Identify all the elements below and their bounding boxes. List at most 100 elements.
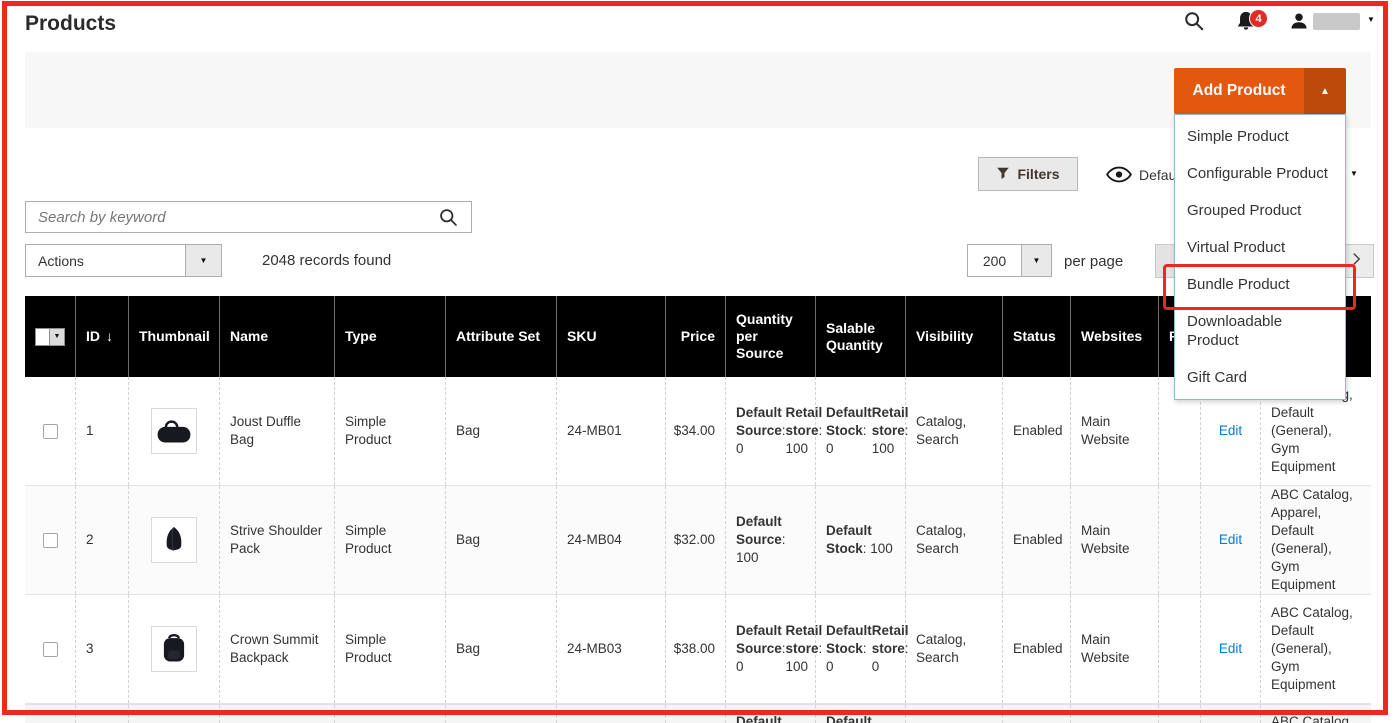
cell-visibility: Catalog, Search xyxy=(906,595,1003,703)
menu-item-bundle-product[interactable]: Bundle Product xyxy=(1175,266,1345,303)
column-header-name[interactable]: Name xyxy=(220,296,335,377)
row-checkbox[interactable] xyxy=(43,642,58,657)
column-header-websites[interactable]: Websites xyxy=(1071,296,1159,377)
column-label: Salable Quantity xyxy=(826,320,895,354)
view-eye-icon[interactable] xyxy=(1106,166,1132,188)
column-header-id[interactable]: ID ↓ xyxy=(76,296,129,377)
select-all-caret-icon[interactable]: ▼ xyxy=(49,329,64,345)
cell-quantity-per-source: Default Source: 100 xyxy=(726,486,816,594)
cell xyxy=(25,705,76,723)
edit-link[interactable]: Edit xyxy=(1219,422,1242,440)
view-switcher-label[interactable]: Defau xyxy=(1139,167,1176,183)
cell xyxy=(129,377,220,485)
column-header-attribute-set[interactable]: Attribute Set xyxy=(446,296,557,377)
cell-price: $32.00 xyxy=(666,486,726,594)
cell-salable-quantity: Default Stock: 100 xyxy=(816,486,906,594)
actions-caret-icon[interactable]: ▼ xyxy=(185,245,221,276)
cell-type: Simple Product xyxy=(335,595,446,703)
grid-header-row: ▼ ID ↓ Thumbnail Name Type Attribute Set SKU Pri… xyxy=(25,296,1371,377)
table-row-3: 3 Crown Summit BackpackSimple ProductBag2… xyxy=(25,595,1371,704)
column-label: Thumbnail xyxy=(139,328,210,345)
menu-item-grouped-product[interactable]: Grouped Product xyxy=(1175,192,1345,229)
cell-websites: Main Website xyxy=(1071,377,1159,485)
column-label: Type xyxy=(345,328,377,345)
cell-categories: ABC Catalog, xyxy=(1261,705,1371,723)
cell-visibility: Catalog, Search xyxy=(906,486,1003,594)
column-label: Quantity per Source xyxy=(736,311,805,362)
user-account-icon[interactable] xyxy=(1289,11,1309,36)
row-checkbox[interactable] xyxy=(43,533,58,548)
per-page-caret-icon[interactable]: ▼ xyxy=(1021,245,1051,276)
filters-button[interactable]: Filters xyxy=(978,157,1078,191)
cell-sku xyxy=(557,705,666,723)
cell-type: Simple Product xyxy=(335,486,446,594)
cell-name xyxy=(220,705,335,723)
cell-attribute-set: Bag xyxy=(446,377,557,485)
menu-item-downloadable-product[interactable]: Downloadable Product xyxy=(1175,303,1345,359)
column-header-salable-quantity[interactable]: Salable Quantity xyxy=(816,296,906,377)
keyword-search-icon[interactable] xyxy=(438,207,459,233)
account-caret-icon[interactable]: ▼ xyxy=(1367,15,1375,24)
actions-select[interactable]: Actions ▼ xyxy=(25,244,222,277)
menu-item-simple-product[interactable]: Simple Product xyxy=(1175,118,1345,155)
column-label: SKU xyxy=(567,328,597,345)
select-all-checkbox[interactable]: ▼ xyxy=(35,328,65,346)
cell-sku: 24-MB03 xyxy=(557,595,666,703)
column-label: Visibility xyxy=(916,328,973,345)
add-product-button[interactable]: Add Product ▲ xyxy=(1174,68,1346,114)
cell: 3 xyxy=(76,595,129,703)
cell-salable-quantity: Default Stock: 0Retail store: 0 xyxy=(816,595,906,703)
filters-label: Filters xyxy=(1017,166,1059,182)
funnel-icon xyxy=(996,166,1010,183)
sort-desc-icon[interactable]: ↓ xyxy=(106,328,113,345)
add-product-label[interactable]: Add Product xyxy=(1174,68,1304,114)
column-header-price[interactable]: Price xyxy=(666,296,726,377)
cell xyxy=(1159,595,1201,703)
edit-link[interactable]: Edit xyxy=(1219,531,1242,549)
cell xyxy=(129,595,220,703)
cell-categories: ABC Catalog, Apparel, Default (General),… xyxy=(1261,486,1371,594)
cell-quantity-per-source: Default Source: 0Retail store: 100 xyxy=(726,595,816,703)
table-row-1: 1Joust Duffle BagSimple ProductBag24-MB0… xyxy=(25,377,1371,486)
cell xyxy=(25,377,76,485)
view-switcher-caret-icon[interactable]: ▼ xyxy=(1350,169,1358,178)
menu-item-configurable-product[interactable]: Configurable Product xyxy=(1175,155,1345,192)
cell: 2 xyxy=(76,486,129,594)
cell-visibility xyxy=(906,705,1003,723)
cell: Edit xyxy=(1201,486,1261,594)
column-label: ID xyxy=(86,328,100,345)
cell-status: Enabled xyxy=(1003,486,1071,594)
cell xyxy=(1201,705,1261,723)
keyword-search-input[interactable] xyxy=(26,202,471,232)
cell-name: Joust Duffle Bag xyxy=(220,377,335,485)
column-label: Price xyxy=(681,328,715,345)
actions-select-label: Actions xyxy=(26,245,185,276)
cell-attribute-set: Bag xyxy=(446,595,557,703)
cell-name: Crown Summit Backpack xyxy=(220,595,335,703)
column-header-col-0[interactable]: ▼ xyxy=(25,296,76,377)
backpack-image xyxy=(151,626,197,672)
add-product-dropdown: Simple ProductConfigurable ProductGroupe… xyxy=(1174,114,1346,400)
cell-quantity-per-source: Default Source: 0Retail store: 100 xyxy=(726,377,816,485)
cell xyxy=(1159,705,1201,723)
column-header-thumbnail[interactable]: Thumbnail xyxy=(129,296,220,377)
menu-item-gift-card[interactable]: Gift Card xyxy=(1175,359,1345,396)
column-header-sku[interactable]: SKU xyxy=(557,296,666,377)
column-label: Status xyxy=(1013,328,1056,345)
per-page-select[interactable]: 200 ▼ xyxy=(967,244,1052,277)
menu-item-virtual-product[interactable]: Virtual Product xyxy=(1175,229,1345,266)
add-product-toggle[interactable]: ▲ xyxy=(1304,68,1346,114)
select-all-box[interactable] xyxy=(36,329,49,345)
column-header-type[interactable]: Type xyxy=(335,296,446,377)
column-header-visibility[interactable]: Visibility xyxy=(906,296,1003,377)
records-found-text: 2048 records found xyxy=(262,252,391,269)
edit-link[interactable]: Edit xyxy=(1219,640,1242,658)
notification-count-badge[interactable]: 4 xyxy=(1249,9,1268,28)
row-checkbox[interactable] xyxy=(43,424,58,439)
column-header-quantity-per-source[interactable]: Quantity per Source xyxy=(726,296,816,377)
column-header-status[interactable]: Status xyxy=(1003,296,1071,377)
cell-categories: ABC Catalog, Default (General), Gym Equi… xyxy=(1261,595,1371,703)
global-search-icon[interactable] xyxy=(1183,10,1205,37)
duffle-bag-image xyxy=(151,408,197,454)
account-name-redacted[interactable] xyxy=(1313,13,1360,30)
